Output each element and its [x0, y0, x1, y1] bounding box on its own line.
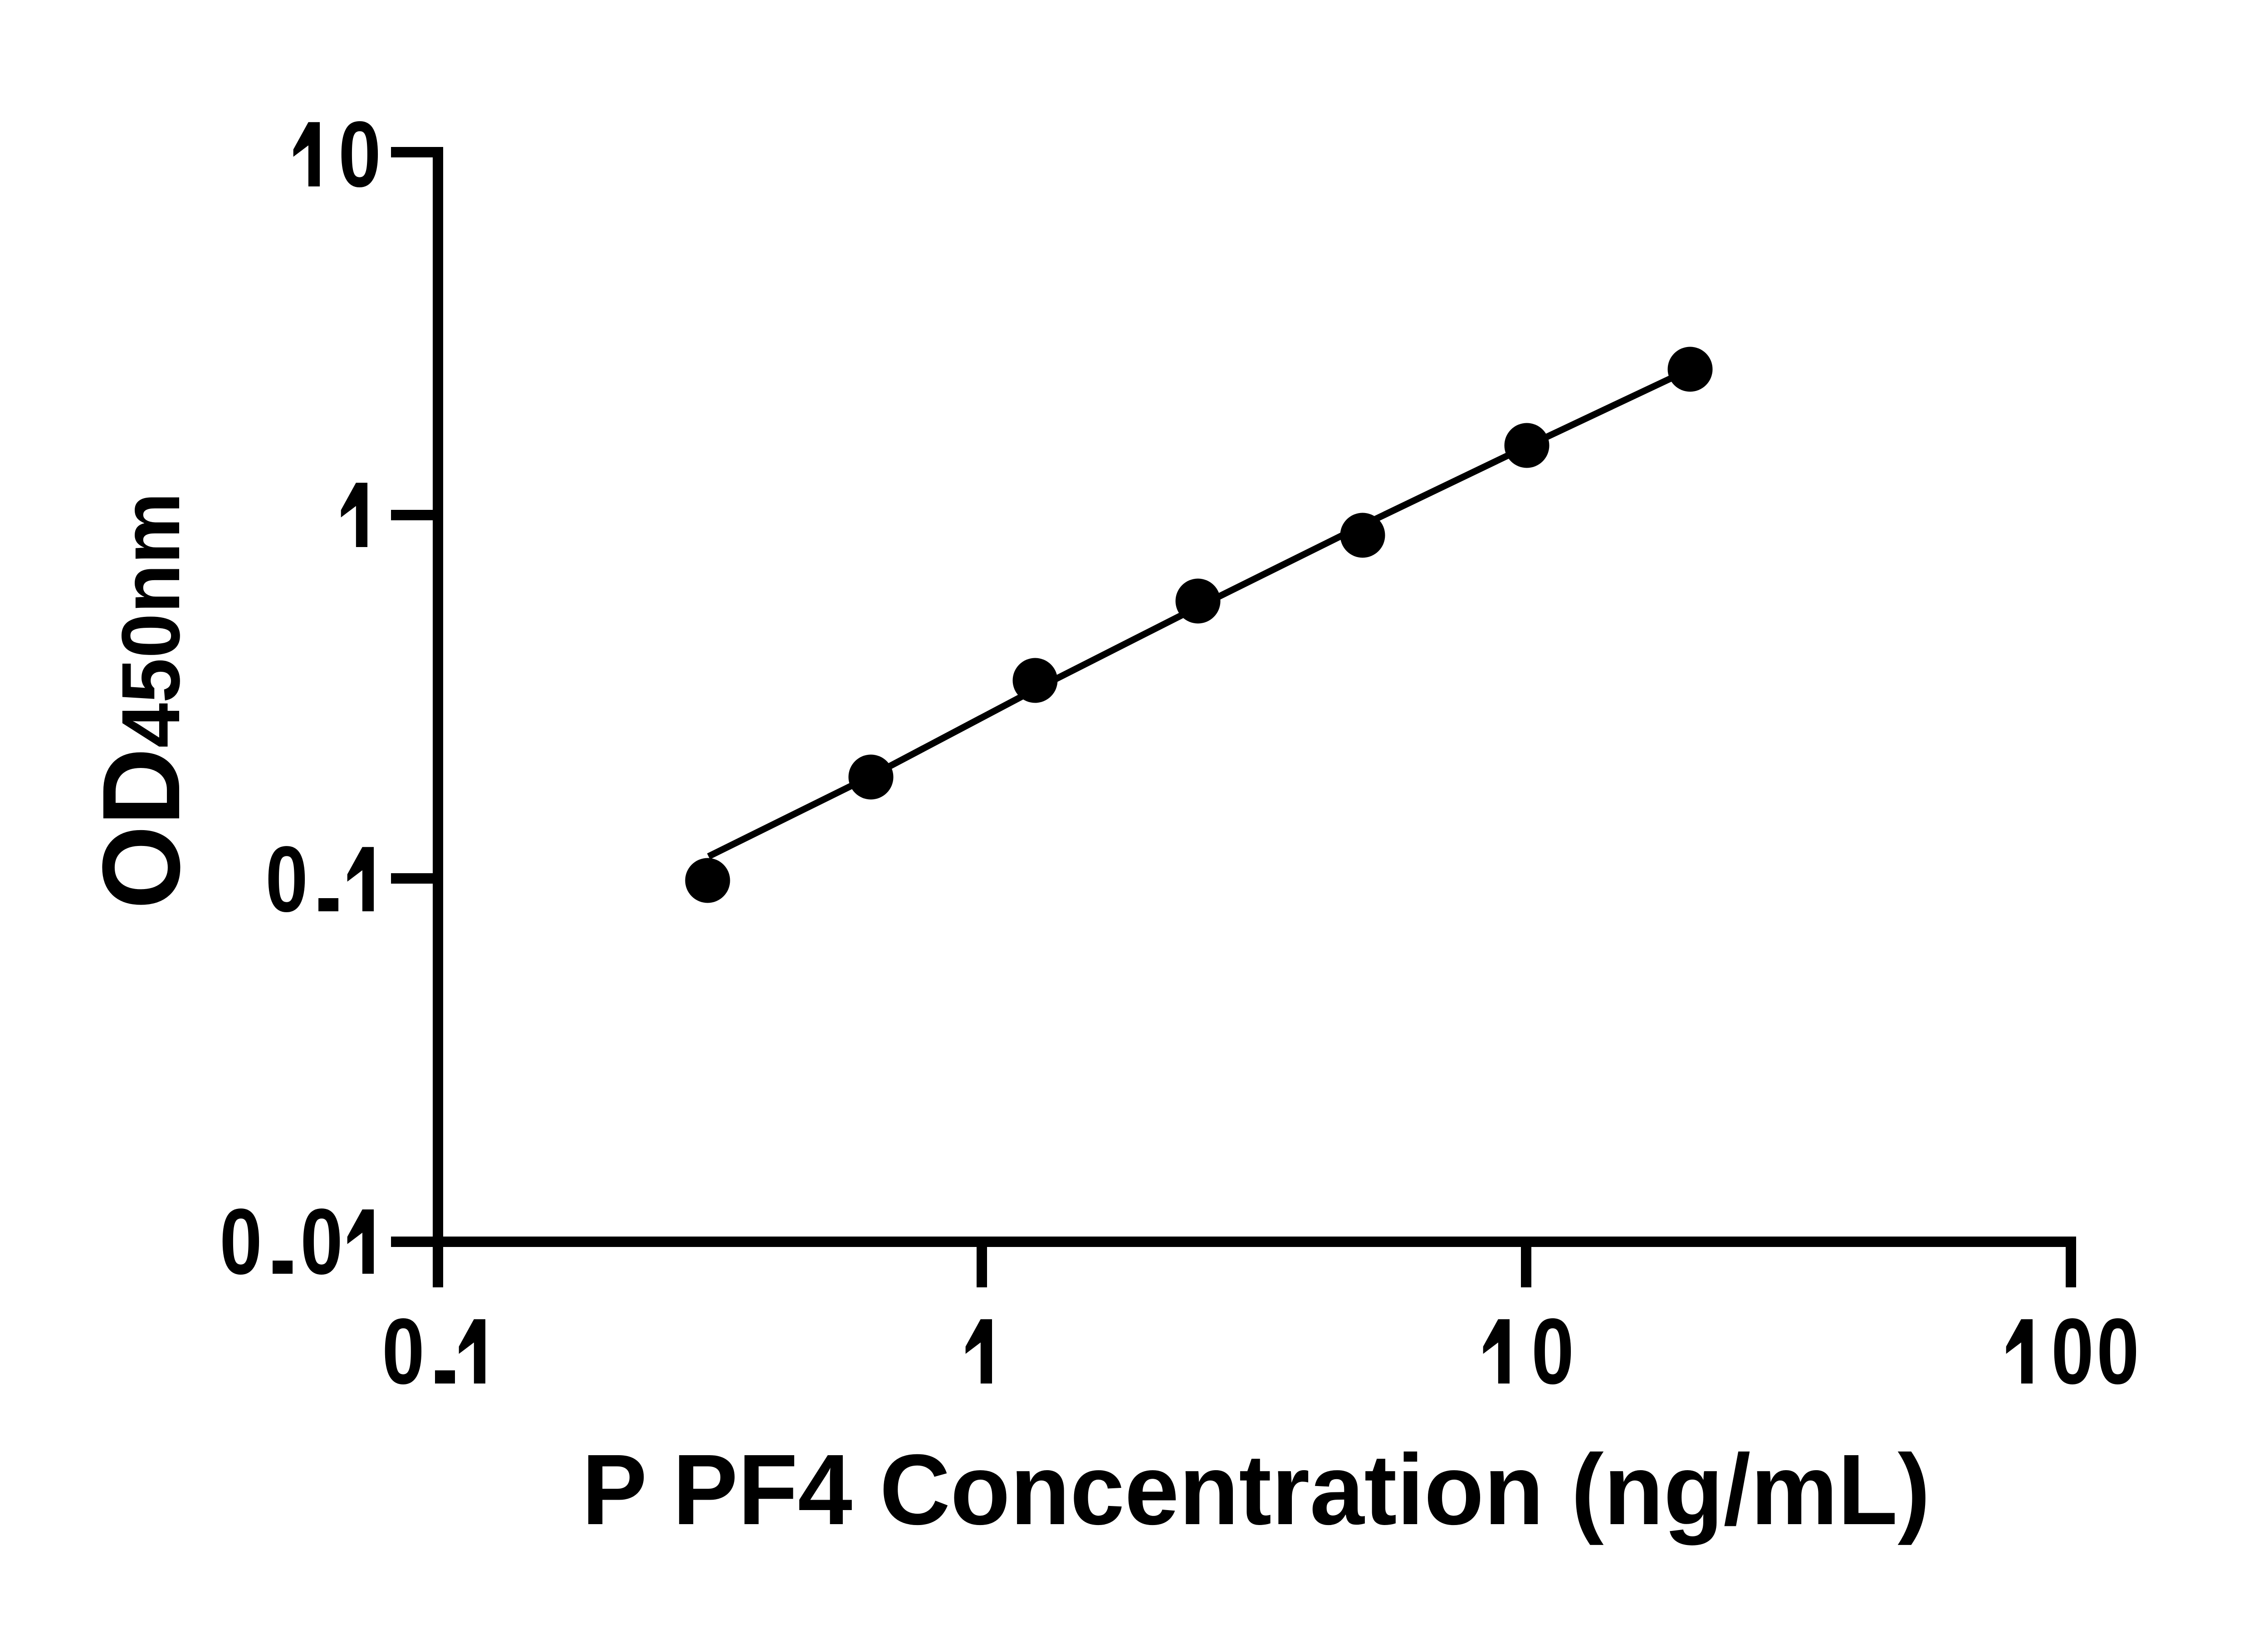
svg-text:0: 0: [220, 1189, 262, 1294]
svg-text:0: 0: [265, 827, 308, 931]
svg-text:0: 0: [1531, 1299, 1574, 1403]
svg-text:0: 0: [2051, 1299, 2094, 1403]
svg-text:P PF4 Concentration (ng/mL): P PF4 Concentration (ng/mL): [582, 1433, 1931, 1545]
svg-text:0: 0: [382, 1299, 425, 1403]
svg-text:0: 0: [2097, 1299, 2139, 1403]
svg-text:0: 0: [338, 102, 381, 206]
svg-text:OD450nm: OD450nm: [80, 493, 203, 909]
svg-text:0: 0: [300, 1189, 343, 1294]
